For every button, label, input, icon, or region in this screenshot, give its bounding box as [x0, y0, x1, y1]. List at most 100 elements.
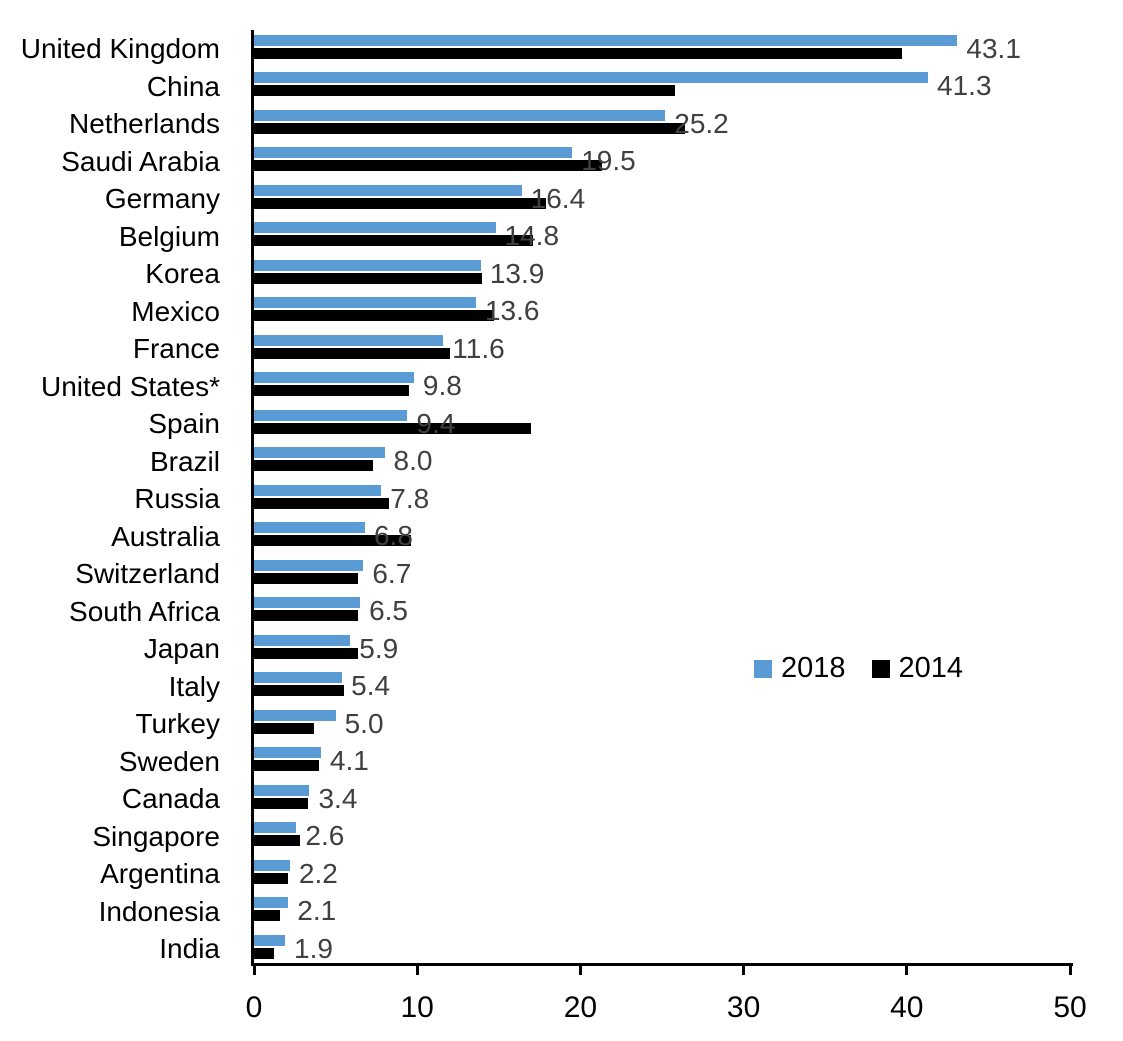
bar-2018 [254, 184, 522, 196]
value-label: 5.4 [351, 670, 391, 702]
bar-2018 [254, 934, 285, 946]
bar-group: 2.1 [254, 893, 1070, 931]
bar-2014 [254, 122, 685, 134]
bar-2018 [254, 147, 573, 158]
legend-label: 2018 [781, 652, 846, 684]
bar-group: 5.9 [254, 630, 1070, 668]
category-label: Germany [104, 183, 220, 214]
bar-2018 [254, 259, 481, 271]
bar-2014 [254, 760, 320, 771]
x-axis-tick-label: 10 [400, 991, 434, 1024]
bar-group: 9.4 [254, 405, 1070, 443]
bar-group: 5.4 [254, 668, 1070, 706]
bar-group: 25.2 [254, 105, 1070, 143]
bar-2014 [254, 835, 300, 846]
category-label: Switzerland [75, 558, 220, 589]
value-label: 14.8 [504, 220, 560, 252]
category-label: Saudi Arabia [61, 145, 220, 177]
x-axis-tick [578, 966, 582, 975]
category-label: Russia [134, 483, 220, 514]
bar-2014 [254, 647, 359, 659]
value-label: 6.5 [369, 595, 409, 627]
bar-group: 6.8 [254, 518, 1070, 556]
x-axis-tick-label: 0 [245, 991, 263, 1024]
bar-2014 [254, 422, 532, 434]
value-label: 5.9 [359, 632, 399, 664]
legend-swatch-icon [871, 659, 890, 678]
bar-group: 9.8 [254, 368, 1070, 406]
x-axis-tick [252, 966, 256, 975]
bar-group: 7.8 [254, 480, 1070, 518]
bar-2014 [254, 947, 274, 959]
legend-entry-2018: 2018 [754, 652, 846, 685]
category-label: United States* [41, 370, 220, 402]
category-label: Indonesia [98, 895, 220, 927]
x-axis-tick-label: 50 [1053, 991, 1087, 1024]
bar-group: 2.2 [254, 855, 1070, 893]
value-label: 7.8 [390, 482, 430, 514]
category-label: Belgium [118, 220, 220, 252]
bar-2014 [254, 347, 450, 359]
bar-2018 [254, 222, 496, 233]
bar-group: 41.3 [254, 68, 1070, 106]
bar-2018 [254, 522, 365, 533]
x-axis-tick-label: 40 [890, 991, 924, 1024]
bar-2014 [254, 310, 494, 321]
category-label: France [132, 333, 220, 364]
bar-2014 [254, 385, 410, 396]
bar-2018 [254, 784, 310, 796]
category-label: South Africa [69, 595, 220, 627]
bar-2014 [254, 872, 289, 884]
bar-2014 [254, 535, 411, 546]
bar-group: 8.0 [254, 443, 1070, 481]
value-label: 2.2 [298, 857, 338, 889]
category-label: Canada [121, 783, 220, 814]
bar-group: 19.5 [254, 143, 1070, 181]
bar-2014 [254, 497, 390, 509]
plot-area: 43.1 41.3 25.2 19.5 16.4 14.8 13.9 13.6 11.6 9.8 9… [254, 30, 1070, 964]
category-label: Italy [168, 670, 220, 702]
bar-2014 [254, 272, 483, 284]
value-label: 43.1 [966, 32, 1021, 64]
bar-group: 13.6 [254, 293, 1070, 331]
category-label: Argentina [100, 858, 220, 889]
bar-2014 [254, 85, 676, 96]
bar-group: 6.7 [254, 555, 1070, 593]
bar-2018 [254, 409, 408, 421]
category-label: Singapore [92, 820, 220, 852]
bar-2018 [254, 597, 361, 608]
bar-2014 [254, 47, 902, 59]
category-label: Mexico [131, 295, 220, 327]
bar-2018 [254, 897, 289, 908]
x-axis-tick-label: 20 [563, 991, 598, 1024]
bar-group: 16.4 [254, 180, 1070, 218]
bar-2014 [254, 722, 315, 734]
value-label: 6.8 [373, 520, 413, 552]
value-label: 13.9 [489, 257, 545, 289]
bar-2014 [254, 685, 344, 696]
bar-group: 3.4 [254, 780, 1070, 818]
bar-2018 [254, 634, 351, 646]
bar-group: 4.1 [254, 743, 1070, 781]
bar-2018 [254, 334, 444, 346]
bar-2018 [254, 747, 321, 758]
value-label: 1.9 [294, 932, 333, 964]
bar-2014 [254, 197, 547, 209]
value-label: 41.3 [937, 70, 992, 102]
legend-entry-2014: 2014 [871, 652, 963, 685]
bar-2014 [254, 235, 534, 246]
category-label: Netherlands [69, 108, 220, 139]
bar-2018 [254, 559, 364, 571]
category-axis-labels: United Kingdom China Netherlands Saudi Arab… [0, 30, 220, 968]
bar-group: 13.9 [254, 255, 1070, 293]
category-label: United Kingdom [20, 33, 220, 64]
bar-2018 [254, 672, 343, 683]
value-label: 4.1 [329, 745, 369, 777]
legend: 2018 2014 [754, 652, 963, 685]
x-axis-tick [1068, 966, 1072, 975]
bar-2018 [254, 484, 382, 496]
value-label: 3.4 [318, 782, 358, 814]
bar-2018 [254, 822, 297, 833]
bar-2018 [254, 709, 336, 721]
